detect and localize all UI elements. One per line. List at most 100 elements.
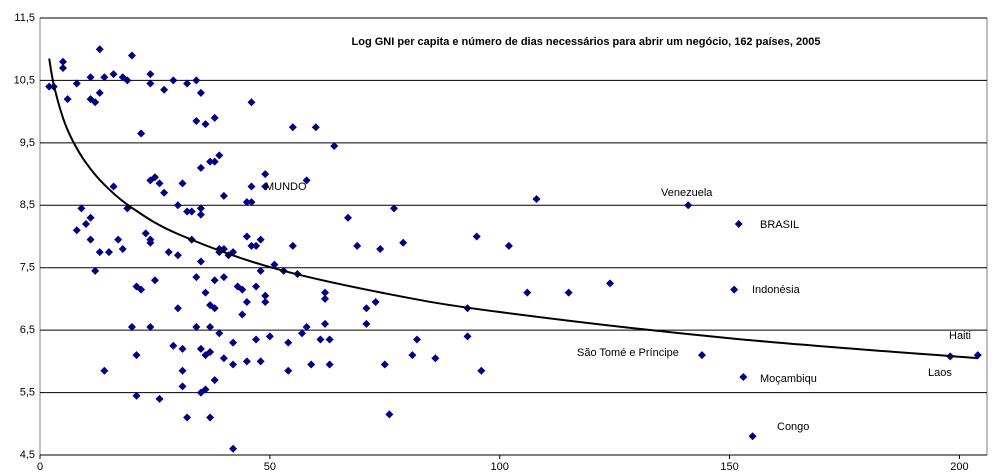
annotation: Congo [777, 421, 809, 433]
x-tick-label: 200 [950, 461, 968, 473]
point [247, 182, 256, 191]
point [362, 304, 371, 313]
point [192, 76, 201, 85]
point [72, 79, 81, 88]
point [606, 279, 615, 288]
point [86, 235, 95, 244]
point [160, 85, 169, 94]
point [261, 298, 270, 307]
y-tick-label: 10,5 [14, 74, 35, 86]
point [91, 98, 100, 107]
point [109, 182, 118, 191]
point [270, 260, 279, 269]
x-tick-label: 100 [491, 461, 509, 473]
point [242, 298, 251, 307]
point [219, 191, 228, 200]
y-tick-label: 9,5 [20, 137, 35, 149]
point [252, 241, 261, 250]
point [146, 238, 155, 247]
point [100, 366, 109, 375]
point [229, 338, 238, 347]
y-tick-label: 11,5 [14, 12, 35, 24]
point [137, 129, 146, 138]
plot-area [39, 17, 988, 456]
point [325, 335, 334, 344]
point [91, 266, 100, 275]
point [504, 241, 513, 250]
point [256, 266, 265, 275]
point [173, 251, 182, 260]
annotation: Haiti [949, 330, 971, 342]
point [389, 204, 398, 213]
x-tick-label: 150 [720, 461, 738, 473]
point [261, 170, 270, 179]
y-tick-label: 5,5 [20, 386, 35, 398]
chart-title: Log GNI per capita e número de dias nece… [352, 36, 821, 48]
point [81, 220, 90, 229]
point [146, 70, 155, 79]
point [380, 360, 389, 369]
point [201, 120, 210, 129]
point [178, 382, 187, 391]
point [187, 207, 196, 216]
point [201, 288, 210, 297]
point [178, 344, 187, 353]
point [564, 288, 573, 297]
point [150, 276, 159, 285]
point [109, 70, 118, 79]
point [173, 304, 182, 313]
point [178, 366, 187, 375]
point [252, 335, 261, 344]
y-tick-label: 8,5 [20, 199, 35, 211]
point [247, 198, 256, 207]
point [183, 79, 192, 88]
point [463, 332, 472, 341]
point [302, 176, 311, 185]
point [196, 344, 205, 353]
point [215, 151, 224, 160]
y-tick-label: 6,5 [20, 324, 35, 336]
point [192, 117, 201, 126]
point [58, 57, 67, 66]
point [206, 323, 215, 332]
point [252, 282, 261, 291]
point [734, 220, 743, 229]
point [127, 323, 136, 332]
point [256, 357, 265, 366]
point [408, 351, 417, 360]
point [127, 51, 136, 60]
point [311, 123, 320, 132]
point [86, 213, 95, 222]
point [748, 432, 757, 441]
point [730, 285, 739, 294]
point [261, 182, 270, 191]
point [164, 248, 173, 257]
point [265, 332, 274, 341]
point [123, 204, 132, 213]
point [100, 73, 109, 82]
point [192, 273, 201, 282]
point [196, 210, 205, 219]
point [206, 157, 215, 166]
point [104, 248, 113, 257]
point [173, 201, 182, 210]
point [284, 366, 293, 375]
point [288, 241, 297, 250]
point [219, 273, 228, 282]
point [684, 201, 693, 210]
point [344, 213, 353, 222]
point [95, 248, 104, 257]
point [261, 291, 270, 300]
point [431, 354, 440, 363]
point [45, 82, 54, 91]
point [302, 323, 311, 332]
point [219, 354, 228, 363]
point [137, 285, 146, 294]
point [210, 157, 219, 166]
point [472, 232, 481, 241]
point [132, 391, 141, 400]
point [196, 163, 205, 172]
point [210, 304, 219, 313]
point [362, 319, 371, 328]
